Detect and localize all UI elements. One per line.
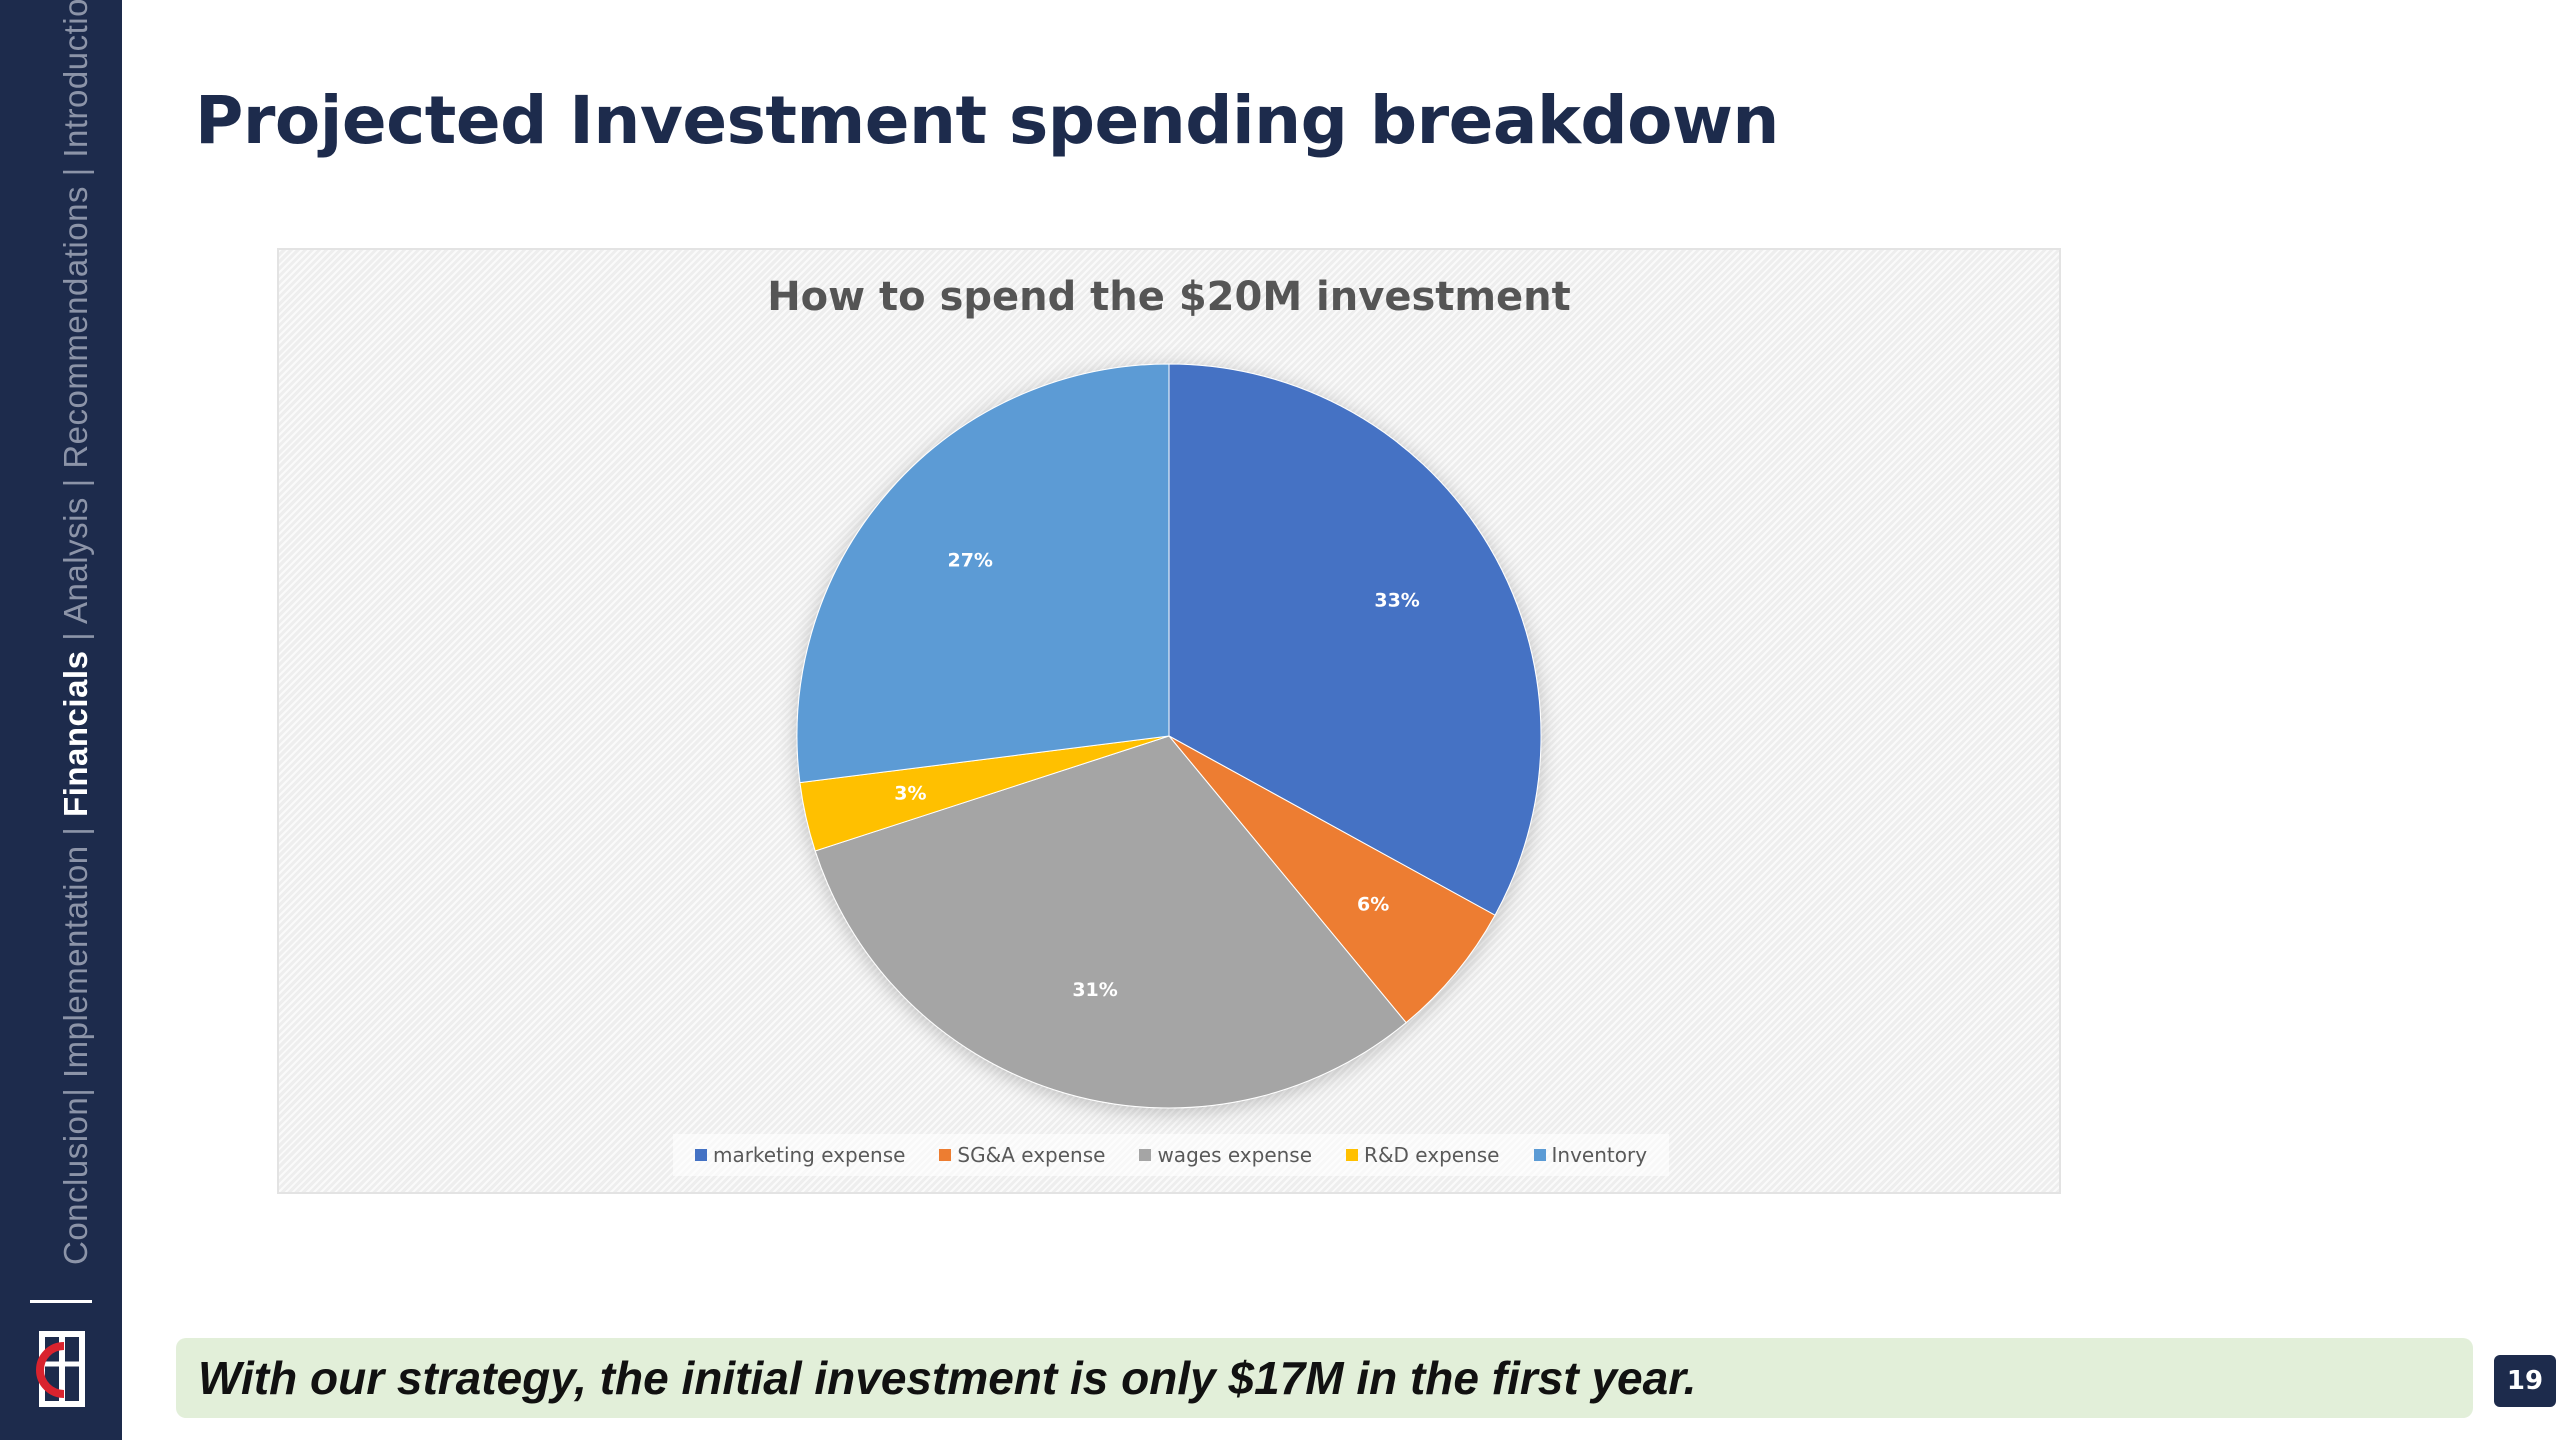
- company-logo-icon: [36, 1331, 85, 1407]
- key-takeaway-banner: With our strategy, the initial investmen…: [176, 1338, 2473, 1418]
- legend-swatch: [1139, 1149, 1152, 1161]
- legend-swatch: [1346, 1149, 1359, 1161]
- legend-swatch: [1533, 1149, 1546, 1161]
- sidebar: Conclusion| Implementation | Financials …: [0, 0, 122, 1440]
- legend-label: SG&A expense: [957, 1143, 1106, 1167]
- chart-title: How to spend the $20M investment: [767, 274, 1571, 320]
- legend-swatch: [939, 1149, 952, 1161]
- banner-text: With our strategy, the initial investmen…: [198, 1352, 1697, 1404]
- chart-container: How to spend the $20M investment 33% 6% 31…: [277, 248, 2061, 1194]
- nav-item-implementation[interactable]: Implementation |: [57, 816, 94, 1088]
- nav-item-analysis-recommendations-introduction[interactable]: | Analysis | Recommendations | Introduct…: [57, 0, 94, 651]
- legend-label: R&D expense: [1364, 1143, 1500, 1167]
- legend-item-inventory: Inventory: [1533, 1143, 1648, 1167]
- pie-chart: 33% 6% 31% 3% 27%: [796, 363, 1542, 1109]
- sidebar-divider: [30, 1300, 92, 1303]
- legend-label: Inventory: [1551, 1143, 1648, 1167]
- nav-item-financials[interactable]: Financials: [57, 650, 94, 817]
- section-navigation: Conclusion| Implementation | Financials …: [57, 0, 95, 1265]
- pie-slice-marketing-expense: [1168, 363, 1542, 916]
- legend-item-marketing-expense: marketing expense: [694, 1143, 906, 1167]
- pie-slice-sg-a-expense: [1168, 735, 1496, 1024]
- data-label-r-d-expense: 3%: [894, 782, 926, 804]
- legend-swatch: [694, 1149, 707, 1161]
- legend-label: marketing expense: [712, 1143, 906, 1167]
- pie-slice-wages-expense: [814, 735, 1407, 1109]
- slide-title: Projected Investment spending breakdown: [195, 82, 1779, 159]
- data-label-marketing-expense: 33%: [1374, 590, 1419, 612]
- legend-item-wages-expense: wages expense: [1139, 1143, 1312, 1167]
- pie-slice-inventory: [796, 363, 1170, 784]
- nav-item-conclusion[interactable]: Conclusion|: [57, 1087, 94, 1265]
- legend-label: wages expense: [1157, 1143, 1313, 1167]
- data-label-inventory: 27%: [947, 549, 992, 571]
- legend-item-sg-a-expense: SG&A expense: [939, 1143, 1105, 1167]
- chart-legend: marketing expense SG&A expense wages expen…: [673, 1134, 1669, 1176]
- page-number: 19: [2494, 1355, 2556, 1407]
- legend-item-r-d-expense: R&D expense: [1346, 1143, 1500, 1167]
- data-label-wages-expense: 31%: [1072, 979, 1117, 1001]
- data-label-sg-a-expense: 6%: [1357, 893, 1389, 915]
